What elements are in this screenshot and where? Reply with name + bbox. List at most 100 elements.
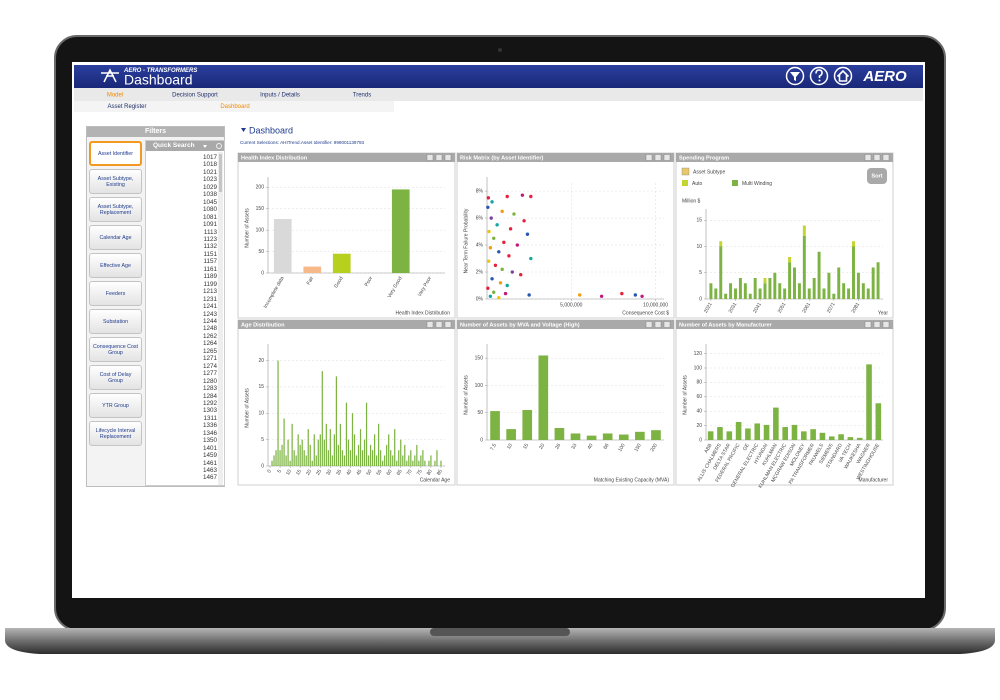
asset-id[interactable]: 1113 (203, 228, 217, 236)
asset-id[interactable]: 1401 (202, 444, 217, 452)
panel-tool[interactable] (882, 154, 890, 161)
subnav-tab[interactable]: Dashboard (220, 104, 249, 110)
filter-button[interactable]: Consequence Cost Group (89, 337, 142, 362)
asset-id[interactable]: 1038 (202, 191, 217, 199)
panel-tool[interactable] (645, 321, 653, 328)
panel-tool[interactable] (426, 154, 434, 161)
filter-button[interactable]: Lifecycle Interval Replacement (89, 421, 142, 446)
asset-id[interactable]: 1262 (202, 332, 217, 340)
asset-id[interactable]: 1463 (202, 467, 217, 475)
asset-id[interactable]: 1264 (202, 340, 217, 348)
panel-header (457, 320, 674, 329)
sort-button[interactable] (867, 168, 887, 184)
asset-id[interactable]: 1021 (202, 168, 217, 176)
asset-id[interactable]: 1091 (202, 221, 217, 229)
bar-segment (793, 267, 796, 299)
asset-id[interactable]: 1244 (202, 317, 217, 325)
filter-button[interactable]: Cost of Delay Group (89, 365, 142, 390)
bar (586, 435, 597, 440)
asset-id[interactable]: 1265 (202, 347, 217, 355)
asset-id[interactable]: 1029 (202, 183, 217, 191)
panel-tool[interactable] (654, 321, 662, 328)
collapse-arrow[interactable] (241, 128, 246, 132)
panel-tool[interactable] (873, 321, 881, 328)
asset-id[interactable]: 1081 (202, 213, 217, 221)
nav-tab[interactable]: Decision Support (172, 93, 218, 99)
legend-swatch[interactable] (732, 180, 738, 186)
asset-id[interactable]: 1189 (203, 273, 217, 281)
panel-tool[interactable] (645, 154, 653, 161)
asset-id[interactable]: 1241 (202, 303, 217, 311)
asset-id[interactable]: 1231 (202, 295, 217, 303)
scrollbar[interactable] (218, 152, 223, 485)
asset-id[interactable]: 1311 (203, 414, 217, 422)
asset-id[interactable]: 1274 (202, 362, 217, 370)
asset-id[interactable]: 1017 (202, 154, 217, 161)
asset-id[interactable]: 1336 (202, 422, 217, 430)
asset-id[interactable]: 1080 (202, 206, 217, 214)
filter-button[interactable]: Substation (89, 309, 142, 334)
asset-id[interactable]: 1350 (202, 437, 217, 445)
panel-tool[interactable] (435, 321, 443, 328)
asset-id[interactable]: 1243 (202, 310, 217, 318)
panel-tool[interactable] (435, 154, 443, 161)
search-icon[interactable] (216, 143, 222, 149)
asset-id[interactable]: 1303 (202, 407, 217, 415)
filter-button[interactable]: Asset Subtype, Existing (89, 169, 142, 194)
scatter-point (492, 236, 496, 241)
asset-id[interactable]: 1045 (202, 198, 217, 206)
panel-tool[interactable] (864, 321, 872, 328)
filter-button[interactable]: Asset Subtype, Replacement (89, 197, 142, 222)
asset-id[interactable]: 1199 (203, 280, 217, 288)
asset-id[interactable]: 1018 (202, 161, 217, 169)
panel-tool[interactable] (873, 154, 881, 161)
x-tick-label: 2021 (703, 301, 714, 314)
asset-id[interactable]: 1461 (202, 459, 217, 467)
panel-tool[interactable] (426, 321, 434, 328)
asset-id[interactable]: 1157 (203, 258, 217, 266)
asset-id[interactable]: 1277 (202, 370, 217, 378)
filter-button[interactable]: Asset Identifier (89, 141, 142, 166)
panel-tool[interactable] (864, 154, 872, 161)
asset-id[interactable]: 1284 (202, 392, 217, 400)
chart-panel (456, 152, 675, 319)
bar (378, 423, 380, 466)
asset-id[interactable]: 1161 (203, 265, 217, 273)
sort-label[interactable]: Sort (871, 173, 882, 179)
asset-id[interactable]: 1292 (202, 399, 217, 407)
asset-id[interactable]: 1213 (202, 288, 217, 296)
asset-id[interactable]: 1346 (202, 429, 217, 437)
nav-tab[interactable]: Trends (353, 93, 371, 99)
asset-id[interactable]: 1132 (203, 243, 217, 251)
quick-search[interactable]: Quick Search (146, 141, 224, 151)
home-icon[interactable] (833, 66, 853, 86)
asset-id[interactable]: 1283 (202, 385, 217, 393)
chart-title: Health Index Distribution (241, 155, 308, 161)
legend-label[interactable]: Multi Winding (742, 181, 772, 187)
panel-tool[interactable] (654, 154, 662, 161)
filter-button[interactable]: YTR Group (89, 393, 142, 418)
asset-id[interactable]: 1280 (202, 377, 217, 385)
asset-id[interactable]: 1467 (202, 474, 217, 482)
panel-tool[interactable] (663, 154, 671, 161)
panel-tool[interactable] (663, 321, 671, 328)
asset-id[interactable]: 1248 (202, 325, 217, 333)
filter-button[interactable]: Calendar Age (89, 225, 142, 250)
filter-button[interactable]: Effective Age (89, 253, 142, 278)
filter-button[interactable]: Feeders (89, 281, 142, 306)
help-icon[interactable] (809, 66, 829, 86)
asset-id[interactable]: 1459 (202, 452, 217, 460)
panel-tool[interactable] (882, 321, 890, 328)
subnav-tab[interactable]: Asset Register (107, 104, 146, 110)
panel-tool[interactable] (444, 154, 452, 161)
legend-swatch[interactable] (682, 180, 688, 186)
asset-id[interactable]: 1023 (202, 176, 217, 184)
asset-id[interactable]: 1123 (203, 235, 217, 243)
filter-icon[interactable] (785, 66, 805, 86)
nav-tab[interactable]: Inputs / Details (260, 93, 300, 99)
panel-tool[interactable] (444, 321, 452, 328)
asset-id[interactable]: 1271 (202, 355, 217, 363)
nav-tab[interactable]: Model (107, 93, 123, 99)
legend-label[interactable]: Auto (692, 181, 703, 187)
asset-id[interactable]: 1151 (203, 250, 217, 258)
